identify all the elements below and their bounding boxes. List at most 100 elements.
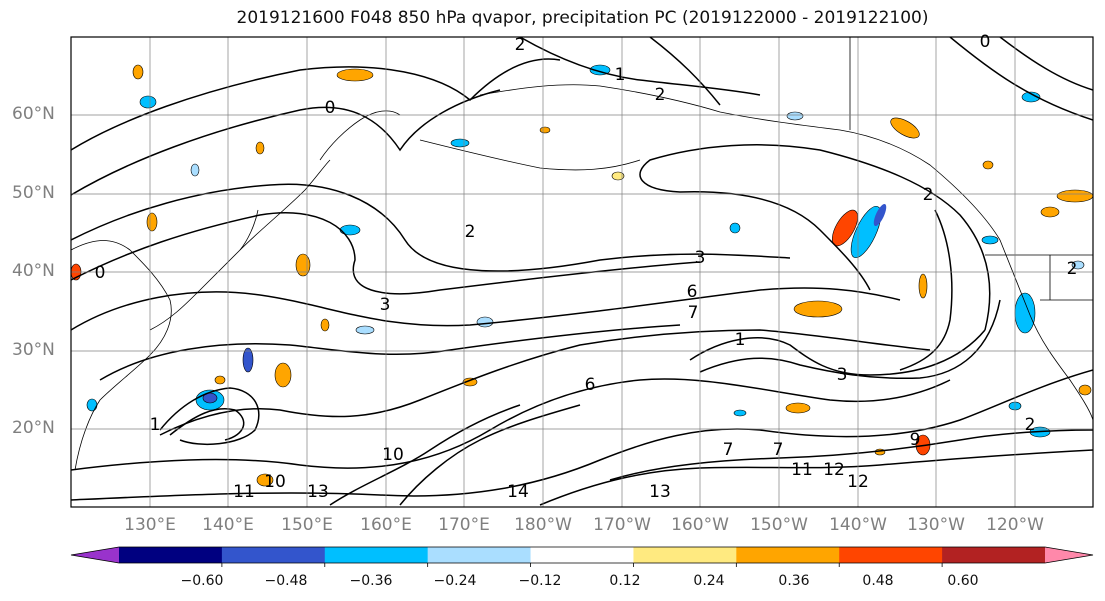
contour-label: 2 xyxy=(923,185,934,205)
precip-blob-negative xyxy=(729,222,741,234)
colorbar-bin xyxy=(221,547,326,563)
precip-blob-positive xyxy=(611,171,625,181)
contour-label: 3 xyxy=(695,248,706,268)
precip-blob-negative xyxy=(733,409,747,417)
precip-blob-positive xyxy=(1040,206,1060,218)
precip-blob-negative xyxy=(139,95,157,109)
colorbar-tick-label: −0.60 xyxy=(180,573,224,589)
contour-line xyxy=(539,449,1093,506)
lat-label: 40°N xyxy=(12,261,55,281)
contour-label: 0 xyxy=(325,98,336,118)
colorbar-extend-low xyxy=(71,547,119,563)
asia-coastline xyxy=(71,240,172,471)
map-title: 2019121600 F048 850 hPa qvapor, precipit… xyxy=(236,8,929,28)
lon-label: 120°W xyxy=(986,515,1044,535)
precip-blob-negative xyxy=(1021,91,1041,103)
colorbar-tick-label: 0.24 xyxy=(693,573,725,589)
contour-label: 3 xyxy=(380,295,391,315)
precip-blob-negative xyxy=(1071,260,1085,270)
contour-line xyxy=(71,378,951,471)
contour-label: 2 xyxy=(655,85,666,105)
precip-blob-positive xyxy=(982,160,994,170)
precip-blob-negative xyxy=(339,224,361,236)
contour-line xyxy=(71,89,501,196)
contour-line xyxy=(71,183,791,272)
colorbar-bin xyxy=(427,547,532,563)
map-frame xyxy=(70,36,1094,508)
contour-label: 2 xyxy=(1025,415,1036,435)
contour-line xyxy=(609,429,1093,481)
contour-label: 7 xyxy=(773,440,784,460)
precip-blob-positive xyxy=(1056,189,1093,203)
lat-label: 30°N xyxy=(12,340,55,360)
precip-blob-negative xyxy=(1014,292,1036,334)
lat-label: 20°N xyxy=(12,418,55,438)
contour-line xyxy=(99,324,681,381)
contour-label: 1 xyxy=(150,415,161,435)
lon-label: 170°W xyxy=(593,515,651,535)
contour-label: 11 xyxy=(791,460,813,480)
colorbar-tick-label: 0.48 xyxy=(862,573,894,589)
contour-line xyxy=(329,404,521,506)
precip-blob-negative xyxy=(450,138,470,148)
graticule xyxy=(71,37,1093,507)
contour-label: 6 xyxy=(687,282,698,302)
contour-line xyxy=(399,404,581,506)
precip-blob-negative xyxy=(873,203,887,227)
precip-blob-positive xyxy=(1078,384,1092,396)
precip-blob-negative xyxy=(981,235,999,245)
coastlines xyxy=(71,37,1093,471)
japan-coastline xyxy=(149,209,259,331)
colorbar-bin xyxy=(119,547,223,563)
precip-blob-positive xyxy=(890,117,920,139)
contour-line xyxy=(649,37,721,106)
colorbar-tick-label: −0.36 xyxy=(349,573,393,589)
precip-blob-negative xyxy=(355,325,375,335)
us-state-border xyxy=(985,254,1093,301)
precip-blob-negative xyxy=(476,316,494,328)
precip-blob-negative xyxy=(86,398,98,412)
lon-label: 150°W xyxy=(750,515,808,535)
contour-line xyxy=(71,212,701,295)
contour-line xyxy=(699,299,1001,380)
lat-label: 50°N xyxy=(12,183,55,203)
contour-line xyxy=(639,144,991,331)
lon-label: 130°W xyxy=(907,515,965,535)
colorbar-tick-label: −0.12 xyxy=(518,573,562,589)
contour-label: 1 xyxy=(735,330,746,350)
contour-label: 0 xyxy=(980,32,991,52)
lon-label: 170°E xyxy=(438,515,490,535)
precip-blob-positive xyxy=(214,375,226,385)
contour-label: 12 xyxy=(823,460,845,480)
contour-label: 2 xyxy=(1067,259,1078,279)
contour-label: 10 xyxy=(264,472,286,492)
contour-label: 7 xyxy=(723,440,734,460)
colorbar-bin xyxy=(736,547,840,563)
colorbar-tick-label: −0.48 xyxy=(264,573,308,589)
contour-line xyxy=(689,329,986,376)
lat-label: 60°N xyxy=(12,104,55,124)
contour-line xyxy=(169,408,245,441)
precip-blob-positive xyxy=(132,64,144,80)
contour-label: 7 xyxy=(688,303,699,323)
precip-blob-positive xyxy=(256,473,274,487)
contour-label: 13 xyxy=(307,482,329,502)
lon-label: 160°E xyxy=(360,515,412,535)
precip-blob-negative xyxy=(242,347,254,373)
lon-label: 150°E xyxy=(281,515,333,535)
precip-blob-positive xyxy=(274,362,292,388)
lon-label: 130°E xyxy=(124,515,176,535)
contour-line xyxy=(71,287,901,331)
contour-label: 9 xyxy=(910,430,921,450)
colorbar-bin xyxy=(633,547,737,563)
north-america-coastline xyxy=(999,239,1093,421)
colorbar-tick-label: 0.36 xyxy=(778,573,810,589)
kuril-coastline xyxy=(239,159,331,251)
contour-label: 1 xyxy=(615,65,626,85)
contour-line xyxy=(999,37,1093,91)
lon-label: 180°W xyxy=(514,515,572,535)
precip-blob-positive xyxy=(336,68,374,82)
moisture-contours xyxy=(71,37,1093,506)
aleutian-coastline xyxy=(419,139,641,171)
precipitation-shading xyxy=(71,64,1093,487)
